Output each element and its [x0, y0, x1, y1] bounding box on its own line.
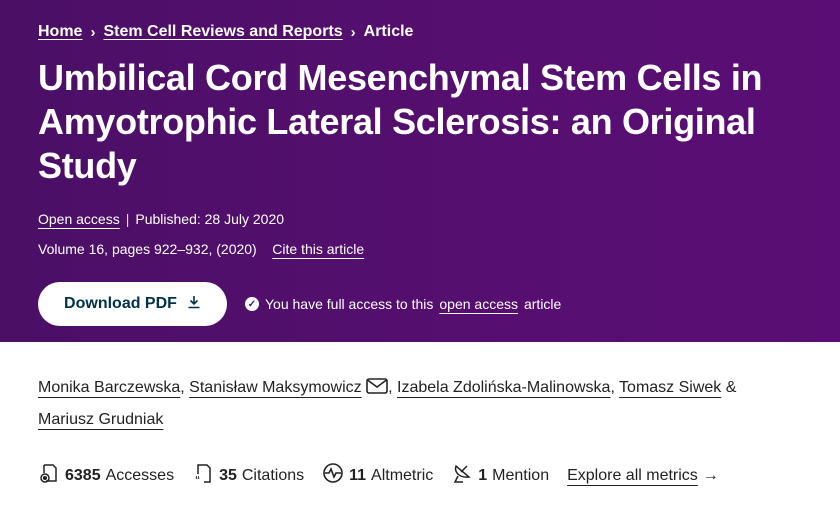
access-text: You have full access to this — [265, 296, 434, 312]
open-access-info-link[interactable]: open access — [439, 296, 518, 312]
document-quote-icon: “ — [192, 462, 214, 489]
accesses-count: 6385 — [65, 466, 101, 484]
arrow-right-icon: → — [702, 466, 719, 484]
metric-altmetric: 11 Altmetric — [322, 462, 433, 489]
volume-info: Volume 16, pages 922–932, (2020) — [38, 241, 257, 257]
citations-count: 35 — [219, 466, 237, 484]
breadcrumb: Home › Stem Cell Reviews and Reports › A… — [38, 20, 802, 44]
download-label: Download PDF — [64, 295, 177, 312]
mentions-label: Mention — [492, 466, 550, 484]
breadcrumb-journal[interactable]: Stem Cell Reviews and Reports — [103, 23, 343, 40]
metric-citations: “ 35 Citations — [192, 462, 304, 489]
metrics-bar: 6385 Accesses “ 35 Citations 11 Altmetric 1… — [0, 436, 840, 489]
altmetric-icon — [322, 462, 344, 489]
author-link[interactable]: Izabela Zdolińska-Malinowska — [397, 379, 611, 396]
author-list: Monika Barczewska, Stanisław Maksymowicz… — [38, 378, 737, 428]
altmetric-label: Altmetric — [371, 466, 434, 484]
chevron-right-icon: › — [350, 23, 356, 41]
article-header: Home › Stem Cell Reviews and Reports › A… — [0, 0, 840, 342]
breadcrumb-current: Article — [363, 23, 414, 40]
page-title: Umbilical Cord Mesenchymal Stem Cells in… — [38, 57, 763, 186]
author-link[interactable]: Tomasz Siwek — [619, 379, 722, 396]
download-icon — [187, 295, 201, 314]
divider: | — [125, 211, 130, 227]
check-circle-icon: ✓ — [245, 297, 259, 311]
altmetric-count: 11 — [349, 466, 367, 484]
download-pdf-button[interactable]: Download PDF — [38, 282, 227, 326]
author-link[interactable]: Stanisław Maksymowicz — [189, 379, 362, 396]
published-date: Published: 28 July 2020 — [135, 211, 285, 227]
accesses-label: Accesses — [105, 466, 175, 484]
metric-mentions: 1 Mention — [451, 462, 549, 489]
open-access-link[interactable]: Open access — [38, 211, 120, 227]
author-link[interactable]: Monika Barczewska — [38, 379, 181, 396]
email-icon[interactable] — [366, 378, 388, 396]
explore-metrics-label[interactable]: Explore all metrics — [567, 466, 698, 484]
document-eye-icon — [38, 462, 60, 489]
satellite-dish-icon — [451, 462, 473, 489]
mentions-count: 1 — [478, 466, 488, 484]
access-notice: ✓ You have full access to this open acce… — [245, 296, 561, 312]
explore-metrics-link[interactable]: Explore all metrics → — [567, 467, 719, 485]
cite-link[interactable]: Cite this article — [272, 241, 365, 257]
svg-text:“: “ — [195, 475, 200, 484]
access-text-end: article — [523, 296, 562, 312]
breadcrumb-home[interactable]: Home — [38, 23, 83, 40]
chevron-right-icon: › — [90, 23, 96, 41]
metric-accesses: 6385 Accesses — [38, 462, 174, 489]
author-link[interactable]: Mariusz Grudniak — [38, 411, 164, 428]
citations-label: Citations — [241, 466, 305, 484]
